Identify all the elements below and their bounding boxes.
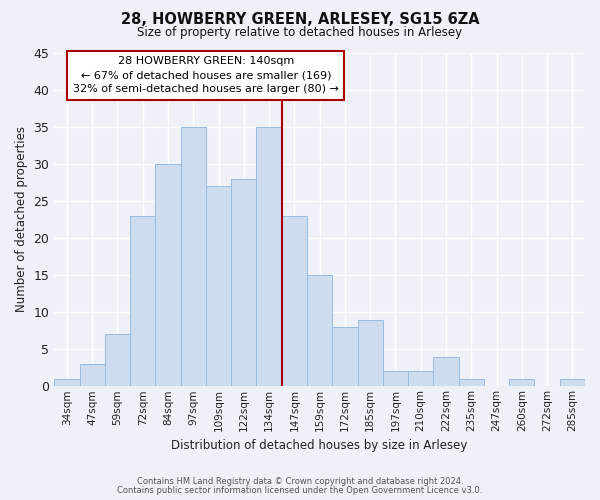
- Text: Contains public sector information licensed under the Open Government Licence v3: Contains public sector information licen…: [118, 486, 482, 495]
- Bar: [383, 372, 408, 386]
- Bar: [231, 178, 256, 386]
- Bar: [332, 327, 358, 386]
- Bar: [130, 216, 155, 386]
- Bar: [560, 379, 585, 386]
- Text: 28 HOWBERRY GREEN: 140sqm
← 67% of detached houses are smaller (169)
32% of semi: 28 HOWBERRY GREEN: 140sqm ← 67% of detac…: [73, 56, 339, 94]
- Bar: [155, 164, 181, 386]
- Bar: [105, 334, 130, 386]
- Bar: [282, 216, 307, 386]
- Text: Contains HM Land Registry data © Crown copyright and database right 2024.: Contains HM Land Registry data © Crown c…: [137, 477, 463, 486]
- Text: Size of property relative to detached houses in Arlesey: Size of property relative to detached ho…: [137, 26, 463, 39]
- Bar: [256, 126, 282, 386]
- Bar: [54, 379, 80, 386]
- Bar: [408, 372, 433, 386]
- Bar: [80, 364, 105, 386]
- Bar: [307, 275, 332, 386]
- Bar: [358, 320, 383, 386]
- Bar: [206, 186, 231, 386]
- X-axis label: Distribution of detached houses by size in Arlesey: Distribution of detached houses by size …: [172, 440, 468, 452]
- Bar: [181, 126, 206, 386]
- Text: 28, HOWBERRY GREEN, ARLESEY, SG15 6ZA: 28, HOWBERRY GREEN, ARLESEY, SG15 6ZA: [121, 12, 479, 28]
- Bar: [433, 356, 458, 386]
- Y-axis label: Number of detached properties: Number of detached properties: [15, 126, 28, 312]
- Bar: [509, 379, 535, 386]
- Bar: [458, 379, 484, 386]
